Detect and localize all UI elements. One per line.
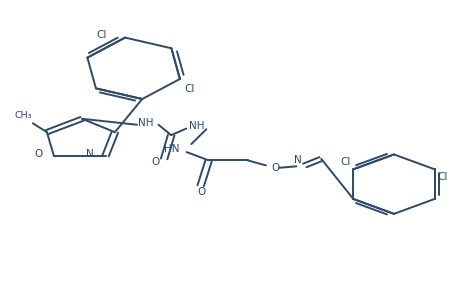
Text: Cl: Cl (437, 172, 447, 182)
Text: O: O (151, 157, 160, 167)
Text: NH: NH (189, 121, 205, 131)
Text: Cl: Cl (96, 30, 106, 40)
Text: Cl: Cl (185, 84, 195, 94)
Text: N: N (294, 155, 302, 165)
Text: N: N (86, 149, 94, 159)
Text: O: O (34, 149, 42, 159)
Text: O: O (271, 163, 280, 173)
Text: HN: HN (164, 143, 180, 154)
Text: Cl: Cl (340, 157, 351, 167)
Text: CH₃: CH₃ (15, 111, 32, 120)
Text: O: O (197, 187, 206, 197)
Text: NH: NH (137, 118, 153, 128)
